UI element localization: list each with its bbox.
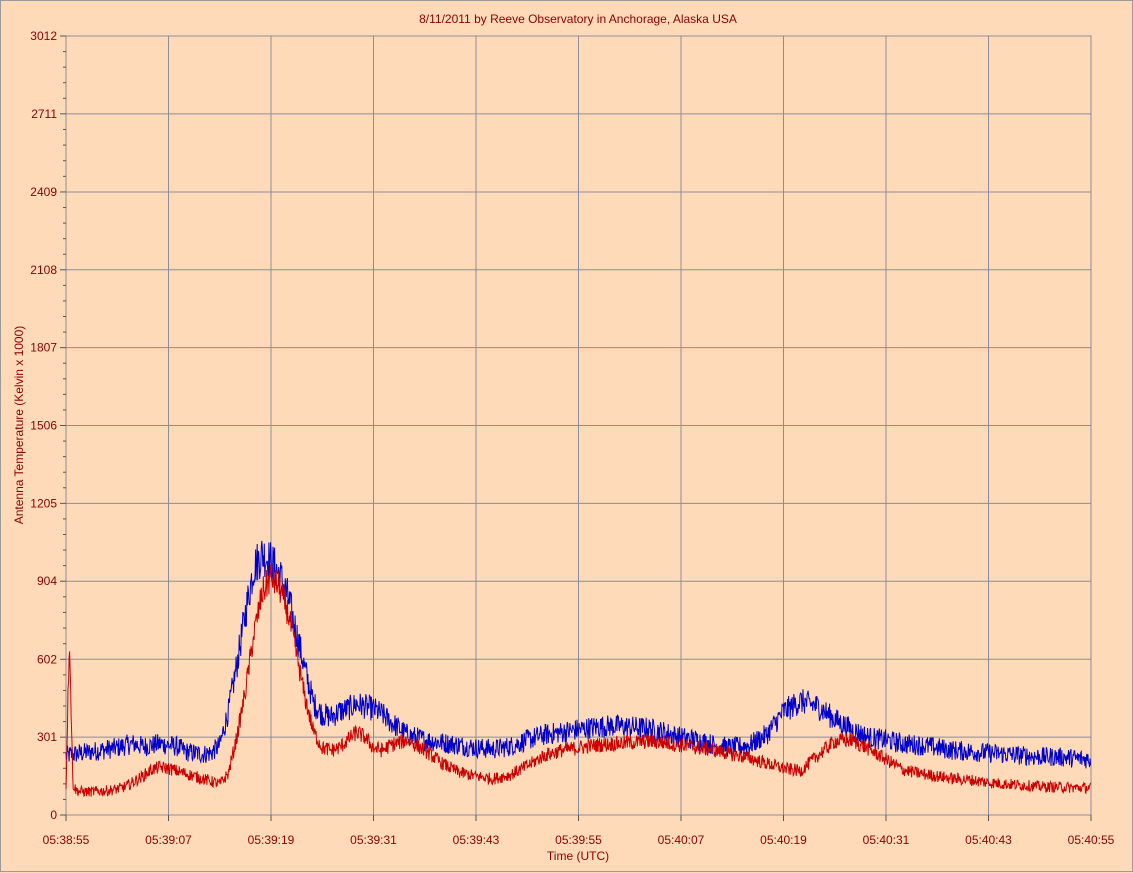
series-group [65,540,1091,797]
y-tick-label: 301 [37,730,57,744]
y-tick-label: 1506 [30,419,57,433]
x-tick-label: 05:40:43 [965,833,1012,847]
y-tick-label: 2108 [30,263,57,277]
x-tick-labels: 05:38:55 05:39:07 05:39:19 05:39:31 05:39:43… [43,833,1115,847]
y-tick-label: 602 [37,652,57,666]
y-tick-label: 0 [50,808,57,822]
x-tick-label: 05:40:07 [658,833,705,847]
y-tick-label: 2711 [31,107,57,121]
x-tick-label: 05:38:55 [43,833,90,847]
x-tick-label: 05:40:31 [863,833,910,847]
y-tick-label: 904 [37,574,57,588]
x-tick-label: 05:39:19 [248,833,295,847]
y-tick-label: 1205 [30,496,57,510]
x-tick-label: 05:40:19 [760,833,807,847]
x-tick-label: 05:39:07 [145,833,192,847]
y-tick-labels: 0 301 602 904 1205 1506 1807 2108 2409 2711 3012 [30,29,57,822]
x-tick-label: 05:39:55 [555,833,602,847]
x-tick-label: 05:39:31 [350,833,397,847]
grid [60,35,1092,821]
y-tick-label: 2409 [30,185,57,199]
y-axis-label: Antenna Temperature (Kelvin x 1000) [12,326,26,525]
y-tick-label: 3012 [30,29,57,43]
x-tick-label: 05:39:43 [453,833,500,847]
series-line-2 [65,563,1091,797]
x-tick-label: 05:40:55 [1068,833,1115,847]
y-minor-ticks [63,51,66,800]
x-axis-label: Time (UTC) [547,849,609,863]
chart-title: 8/11/2011 by Reeve Observatory in Anchor… [419,12,737,26]
series-line-1 [65,540,1091,769]
y-tick-label: 1807 [30,341,57,355]
